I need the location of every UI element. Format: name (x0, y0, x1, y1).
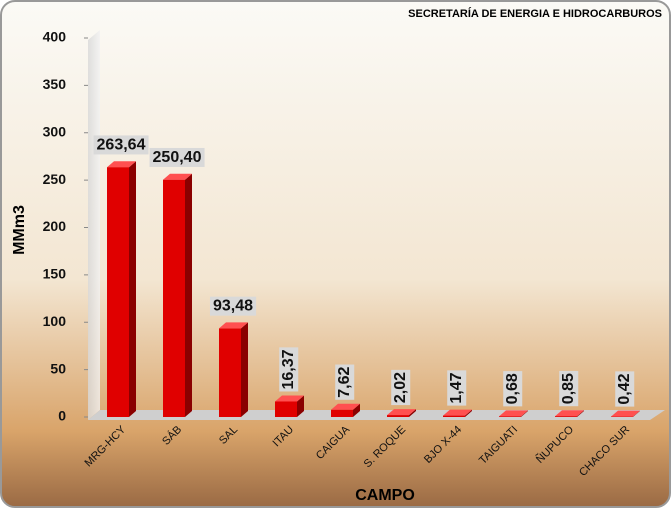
value-label: 16,37 (280, 349, 297, 389)
bar-side (409, 409, 416, 417)
y-tick-label: 200 (43, 218, 67, 234)
value-label-bg (559, 370, 579, 407)
bar (387, 415, 409, 417)
value-label: 0,85 (560, 373, 577, 404)
value-label: 0,68 (504, 373, 521, 404)
bar (499, 416, 521, 417)
bar-side (521, 410, 528, 417)
value-label-bg (391, 369, 411, 406)
bar-side (633, 410, 640, 417)
bar (107, 167, 129, 417)
bar-top (611, 410, 640, 417)
bar (163, 179, 185, 417)
bar-side (185, 173, 192, 417)
value-label-bg (615, 371, 635, 407)
bar (555, 416, 577, 417)
bar-top (107, 161, 136, 168)
y-axis-label: MMm3 (11, 205, 28, 255)
y-tick-label: 300 (43, 123, 67, 139)
value-label-bg (209, 296, 257, 316)
bar (443, 415, 465, 417)
bar-side (129, 161, 136, 417)
bar (331, 409, 353, 417)
bar-side (297, 395, 304, 417)
value-label-bg (335, 364, 355, 400)
bar-side (465, 409, 472, 417)
bar (219, 328, 241, 417)
bar-top (555, 410, 584, 417)
chart-title: SECRETARÍA DE ENERGIA E HIDROCARBUROS (408, 7, 662, 20)
bar-top (331, 403, 360, 410)
value-label-bg (447, 370, 467, 406)
y-tick-label: 400 (43, 29, 67, 45)
value-label: 250,40 (153, 149, 202, 166)
side-wall (88, 30, 100, 420)
bar-side (353, 403, 360, 417)
value-label: 1,47 (448, 372, 465, 403)
y-tick-label: 350 (43, 76, 67, 92)
y-tick-label: 250 (43, 171, 67, 187)
value-label: 93,48 (213, 298, 253, 315)
y-tick-label: 100 (43, 313, 67, 329)
y-tick-label: 150 (43, 266, 67, 282)
value-label: 2,02 (392, 372, 409, 403)
y-tick-label: 0 (58, 408, 66, 424)
bar-top (275, 395, 304, 402)
bar-top (387, 409, 416, 416)
bar-side (241, 322, 248, 417)
bar (275, 401, 297, 417)
value-label-bg (503, 371, 523, 407)
value-label-bg (279, 347, 299, 392)
value-label: 0,42 (616, 373, 633, 404)
value-label: 263,64 (97, 136, 146, 153)
bar-top (219, 322, 248, 329)
bar-top (499, 410, 528, 417)
bar-top (163, 173, 192, 180)
y-tick-label: 50 (50, 360, 66, 376)
value-label: 7,62 (336, 367, 353, 398)
value-label-bg (149, 147, 205, 167)
bar-side (577, 410, 584, 417)
bar-top (443, 409, 472, 416)
value-label-bg (93, 135, 149, 155)
x-axis-label: CAMPO (355, 487, 415, 504)
